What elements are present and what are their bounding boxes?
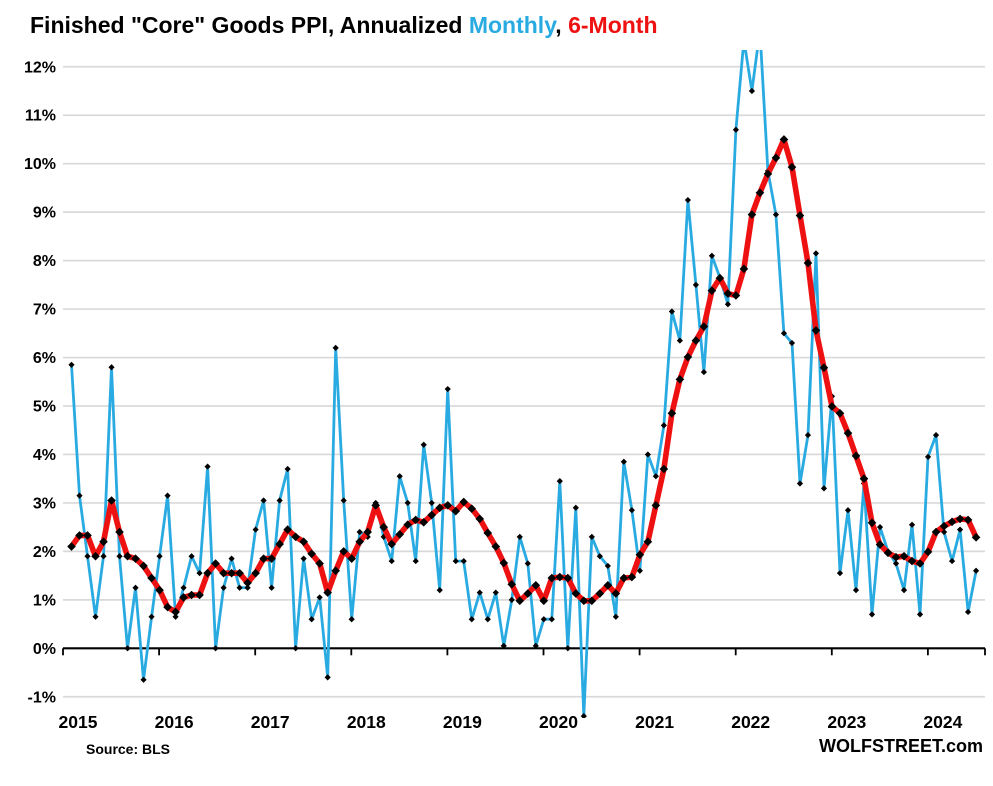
wolfstreet-branding: WOLFSTREET.com bbox=[818, 736, 983, 756]
x-axis-label: 2022 bbox=[731, 712, 770, 732]
x-axis bbox=[62, 647, 986, 656]
x-axis-label: 2016 bbox=[155, 712, 194, 732]
gridlines bbox=[63, 65, 985, 698]
x-axis-label: 2018 bbox=[347, 712, 386, 732]
x-axis-label: 2015 bbox=[59, 712, 98, 732]
x-axis-label: 2019 bbox=[443, 712, 482, 732]
series-area bbox=[67, 50, 981, 718]
chart-title-main: Finished "Core" Goods PPI, Annualized bbox=[30, 12, 469, 38]
chart-title-sixmonth-legend: 6-Month bbox=[561, 12, 658, 38]
y-axis-label: 6% bbox=[33, 350, 56, 367]
x-axis-label: 2017 bbox=[251, 712, 290, 732]
six-month-series bbox=[67, 135, 981, 617]
x-axis-label: 2023 bbox=[827, 712, 866, 732]
y-axis-label: 10% bbox=[24, 156, 56, 173]
y-axis-label: 2% bbox=[33, 544, 56, 561]
y-axis-label: 7% bbox=[33, 302, 56, 319]
y-axis-label: -1% bbox=[28, 689, 56, 706]
y-axis-label: 0% bbox=[33, 641, 56, 658]
x-axis-labels: 2015 2016 2017 2018 2019 2020 2021 2022 2023 2024 bbox=[59, 712, 963, 732]
y-axis-label: 12% bbox=[24, 59, 56, 76]
y-axis-label: 3% bbox=[33, 495, 56, 512]
y-axis-label: 11% bbox=[25, 108, 56, 125]
x-axis-label: 2020 bbox=[539, 712, 578, 732]
x-axis-label: 2024 bbox=[923, 712, 962, 732]
y-axis-label: 4% bbox=[33, 447, 56, 464]
y-axis-label: 5% bbox=[33, 399, 56, 416]
source-label: Source: BLS bbox=[86, 741, 171, 757]
y-axis-label: 9% bbox=[33, 205, 56, 222]
monthly-series bbox=[68, 50, 980, 718]
y-axis-labels: 12% 11% 10% 9% 8% 7% 6% 5% 4% 3% 2% 1% 0% -1% bbox=[24, 59, 56, 706]
y-axis-label: 1% bbox=[33, 592, 56, 609]
x-axis-label: 2021 bbox=[635, 712, 674, 732]
chart-title-comma: , bbox=[555, 12, 562, 38]
chart-title: Finished "Core" Goods PPI, Annualized Mo… bbox=[30, 12, 658, 39]
y-axis-label: 8% bbox=[33, 253, 56, 270]
chart-title-monthly-legend: Monthly bbox=[468, 12, 556, 38]
